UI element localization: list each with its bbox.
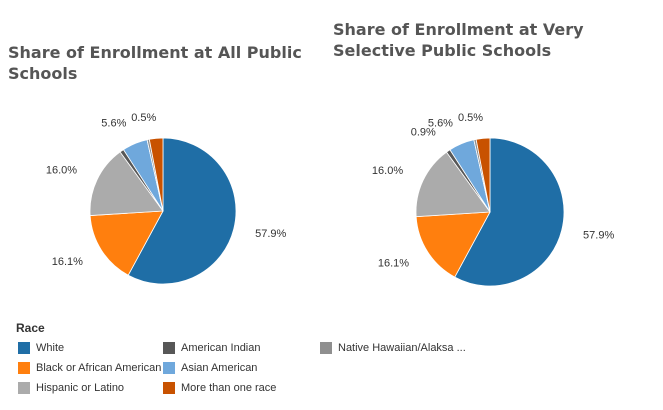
- legend-swatch: [18, 362, 30, 374]
- pie-slice: [454, 137, 565, 287]
- pie-slice: [89, 210, 164, 276]
- data-label: 5.6%: [101, 117, 126, 129]
- chart-title: Share of Enrollment at Very Selective Pu…: [333, 20, 584, 60]
- data-label: 57.9%: [255, 228, 286, 240]
- legend-label: American Indian: [181, 342, 261, 354]
- data-label: 57.9%: [583, 229, 614, 241]
- data-label: 0.9%: [411, 127, 436, 139]
- data-label: 0.5%: [131, 112, 156, 124]
- data-label: 16.0%: [372, 165, 403, 177]
- pie-slice: [89, 151, 164, 217]
- pie-slice: [127, 137, 237, 285]
- legend-title: Race: [16, 321, 45, 335]
- legend-label: Black or African American: [36, 362, 161, 374]
- legend-swatch: [18, 342, 30, 354]
- legend-swatch: [163, 382, 175, 394]
- data-label: 16.0%: [46, 164, 77, 176]
- legend-swatch: [163, 362, 175, 374]
- chart-title: Share of Enrollment at All Public School…: [8, 43, 302, 83]
- legend-swatch: [18, 382, 30, 394]
- legend-label: More than one race: [181, 382, 276, 394]
- legend-swatch: [320, 342, 332, 354]
- legend-label: Native Hawaiian/Alaksa ...: [338, 342, 466, 354]
- data-label: 16.1%: [378, 258, 409, 270]
- pie-slice: [148, 137, 164, 212]
- pie-slice: [415, 211, 491, 278]
- pie-slice: [415, 151, 491, 218]
- legend-label: Hispanic or Latino: [36, 382, 124, 394]
- legend-label: White: [36, 342, 64, 354]
- pie-slice: [475, 137, 491, 213]
- legend-swatch: [163, 342, 175, 354]
- data-label: 16.1%: [52, 256, 83, 268]
- data-label: 5.6%: [428, 117, 453, 129]
- legend-label: Asian American: [181, 362, 257, 374]
- data-label: 0.5%: [458, 112, 483, 124]
